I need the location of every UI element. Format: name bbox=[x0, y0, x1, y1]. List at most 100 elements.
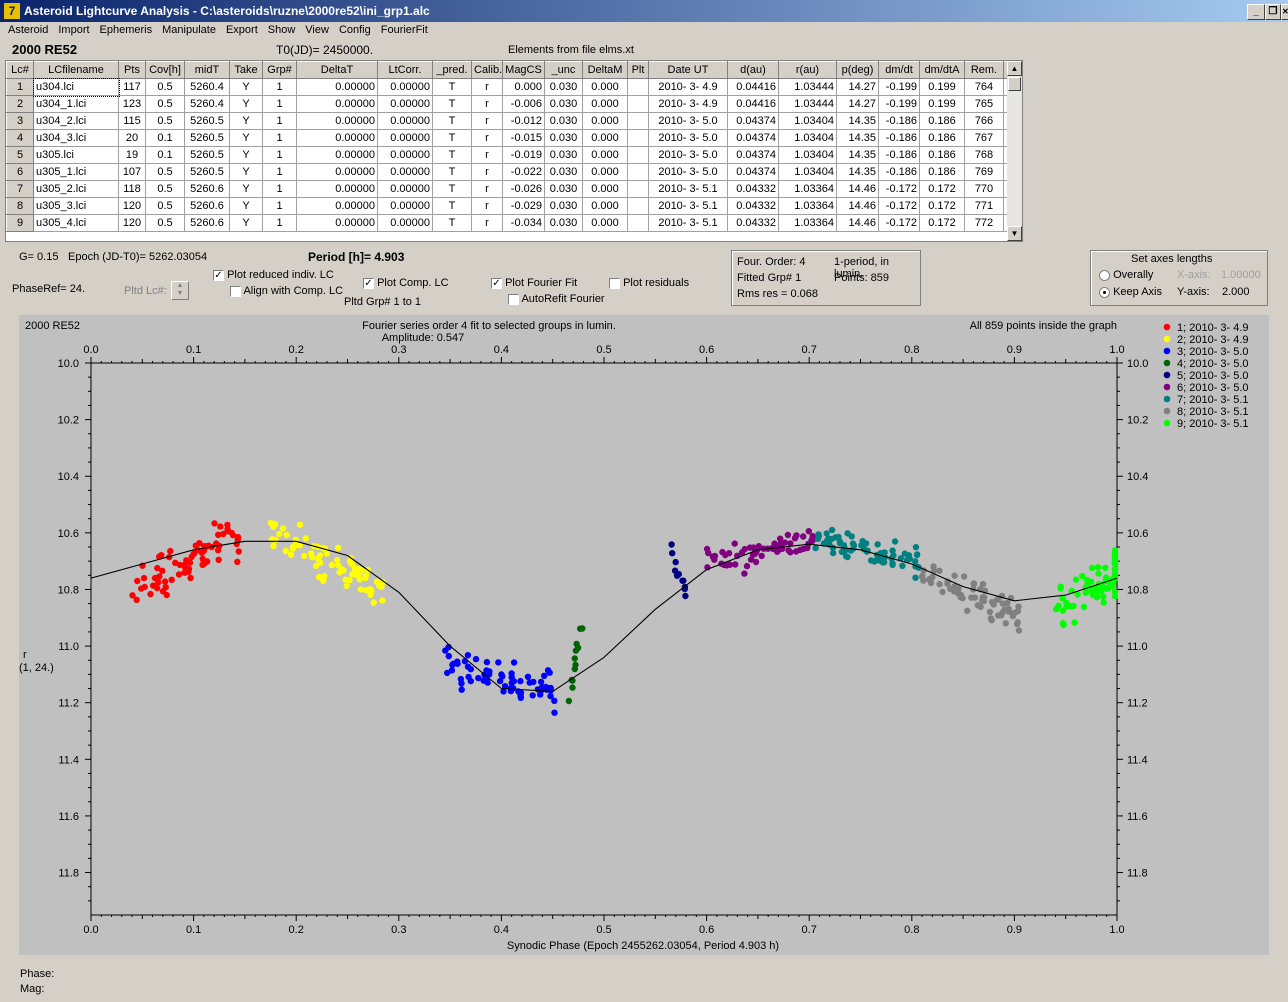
table-cell[interactable]: 0.00000 bbox=[296, 112, 378, 130]
plot-fourier-checkbox[interactable]: ✓ Plot Fourier Fit bbox=[491, 277, 577, 289]
table-cell[interactable]: T bbox=[432, 214, 472, 232]
table-cell[interactable]: 5260.5 bbox=[184, 163, 230, 181]
table-cell[interactable]: -0.172 bbox=[878, 180, 920, 198]
table-cell[interactable]: 766 bbox=[964, 112, 1004, 130]
table-cell[interactable]: T bbox=[432, 112, 472, 130]
table-row[interactable]: 6 u305_1.lci 107 0.5 5260.5 Y 1 0.00000 0.00000 T… bbox=[6, 163, 1022, 181]
table-cell[interactable]: -0.186 bbox=[878, 163, 920, 181]
table-cell[interactable] bbox=[627, 180, 649, 198]
table-cell[interactable]: 14.27 bbox=[836, 95, 879, 113]
table-cell[interactable]: 1.03404 bbox=[778, 112, 837, 130]
table-cell[interactable] bbox=[627, 78, 649, 96]
row-number[interactable]: 3 bbox=[6, 112, 34, 130]
table-cell[interactable]: 0.172 bbox=[919, 180, 965, 198]
table-cell[interactable]: -0.186 bbox=[878, 146, 920, 164]
align-comp-checkbox[interactable]: Align with Comp. LC bbox=[230, 285, 343, 297]
table-cell[interactable]: 14.27 bbox=[836, 78, 879, 96]
table-cell[interactable]: 5260.5 bbox=[184, 112, 230, 130]
table-cell[interactable]: 0.5 bbox=[145, 197, 185, 215]
menu-import[interactable]: Import bbox=[58, 24, 90, 36]
table-cell[interactable]: 0.030 bbox=[544, 95, 583, 113]
table-cell[interactable]: 770 bbox=[964, 180, 1004, 198]
table-cell[interactable]: 1 bbox=[262, 95, 297, 113]
plot-reduced-checkbox[interactable]: ✓ Plot reduced indiv. LC bbox=[213, 269, 334, 281]
table-cell[interactable]: 14.35 bbox=[836, 146, 879, 164]
column-header[interactable]: _unc bbox=[544, 61, 583, 79]
table-cell[interactable]: u304_2.lci bbox=[33, 112, 119, 130]
table-cell[interactable]: 0.1 bbox=[145, 146, 185, 164]
table-cell[interactable]: -0.199 bbox=[878, 95, 920, 113]
table-cell[interactable]: 771 bbox=[964, 197, 1004, 215]
table-cell[interactable]: 2010- 3- 5.0 bbox=[648, 146, 728, 164]
column-header[interactable]: Calib. bbox=[471, 61, 503, 79]
table-cell[interactable]: 0.000 bbox=[502, 78, 545, 96]
table-cell[interactable]: Y bbox=[229, 129, 263, 147]
menu-ephemeris[interactable]: Ephemeris bbox=[99, 24, 153, 36]
table-cell[interactable]: 14.35 bbox=[836, 112, 879, 130]
column-header[interactable]: Rem. bbox=[964, 61, 1004, 79]
table-cell[interactable]: 1 bbox=[262, 180, 297, 198]
table-cell[interactable]: 20 bbox=[118, 129, 146, 147]
table-cell[interactable]: 0.00000 bbox=[377, 112, 433, 130]
table-cell[interactable]: 118 bbox=[118, 180, 146, 198]
table-cell[interactable]: -0.186 bbox=[878, 112, 920, 130]
table-cell[interactable]: 765 bbox=[964, 95, 1004, 113]
table-cell[interactable]: 0.000 bbox=[582, 78, 628, 96]
table-cell[interactable]: -0.199 bbox=[878, 78, 920, 96]
table-cell[interactable]: 0.172 bbox=[919, 214, 965, 232]
minimize-button[interactable]: _ bbox=[1247, 4, 1265, 20]
column-header[interactable]: MagCS bbox=[502, 61, 545, 79]
table-cell[interactable]: 0.5 bbox=[145, 163, 185, 181]
table-cell[interactable]: 769 bbox=[964, 163, 1004, 181]
table-cell[interactable]: Y bbox=[229, 78, 263, 96]
table-cell[interactable]: 107 bbox=[118, 163, 146, 181]
table-cell[interactable]: 19 bbox=[118, 146, 146, 164]
table-cell[interactable]: 0.04332 bbox=[727, 180, 779, 198]
table-cell[interactable]: r bbox=[471, 197, 503, 215]
table-cell[interactable]: 115 bbox=[118, 112, 146, 130]
column-header[interactable]: d(au) bbox=[727, 61, 779, 79]
row-number[interactable]: 1 bbox=[6, 78, 34, 96]
plot-residuals-checkbox[interactable]: Plot residuals bbox=[609, 277, 689, 289]
table-cell[interactable]: 0.000 bbox=[582, 95, 628, 113]
table-cell[interactable]: 0.199 bbox=[919, 95, 965, 113]
table-cell[interactable]: 0.00000 bbox=[377, 214, 433, 232]
overally-radio[interactable]: Overally bbox=[1099, 269, 1153, 281]
table-cell[interactable]: 1 bbox=[262, 214, 297, 232]
table-cell[interactable]: 0.030 bbox=[544, 163, 583, 181]
table-cell[interactable]: 0.04416 bbox=[727, 95, 779, 113]
row-number[interactable]: 5 bbox=[6, 146, 34, 164]
table-cell[interactable]: -0.019 bbox=[502, 146, 545, 164]
table-cell[interactable]: 0.000 bbox=[582, 129, 628, 147]
table-cell[interactable]: 0.04332 bbox=[727, 197, 779, 215]
table-cell[interactable]: 120 bbox=[118, 214, 146, 232]
table-cell[interactable]: 2010- 3- 5.0 bbox=[648, 129, 728, 147]
table-cell[interactable]: 0.5 bbox=[145, 95, 185, 113]
table-cell[interactable]: 772 bbox=[964, 214, 1004, 232]
table-cell[interactable]: 14.46 bbox=[836, 197, 879, 215]
x-axis-value[interactable]: 1.00000 bbox=[1221, 269, 1261, 281]
table-cell[interactable]: u304_1.lci bbox=[33, 95, 119, 113]
table-cell[interactable]: r bbox=[471, 95, 503, 113]
table-cell[interactable]: r bbox=[471, 163, 503, 181]
table-cell[interactable]: 0.00000 bbox=[377, 163, 433, 181]
menu-manipulate[interactable]: Manipulate bbox=[162, 24, 216, 36]
row-number[interactable]: 9 bbox=[6, 214, 34, 232]
table-cell[interactable]: 0.00000 bbox=[377, 197, 433, 215]
table-cell[interactable]: 0.030 bbox=[544, 146, 583, 164]
table-cell[interactable]: 1.03404 bbox=[778, 146, 837, 164]
table-cell[interactable]: 2010- 3- 5.1 bbox=[648, 197, 728, 215]
table-cell[interactable]: T bbox=[432, 197, 472, 215]
table-cell[interactable]: 0.000 bbox=[582, 180, 628, 198]
column-header[interactable]: Grp# bbox=[262, 61, 297, 79]
table-cell[interactable] bbox=[627, 95, 649, 113]
table-cell[interactable]: 1 bbox=[262, 146, 297, 164]
table-cell[interactable]: Y bbox=[229, 95, 263, 113]
table-cell[interactable]: 0.000 bbox=[582, 197, 628, 215]
table-cell[interactable]: 0.04374 bbox=[727, 129, 779, 147]
table-cell[interactable] bbox=[627, 146, 649, 164]
column-header[interactable]: DeltaT bbox=[296, 61, 378, 79]
table-cell[interactable]: u305_1.lci bbox=[33, 163, 119, 181]
